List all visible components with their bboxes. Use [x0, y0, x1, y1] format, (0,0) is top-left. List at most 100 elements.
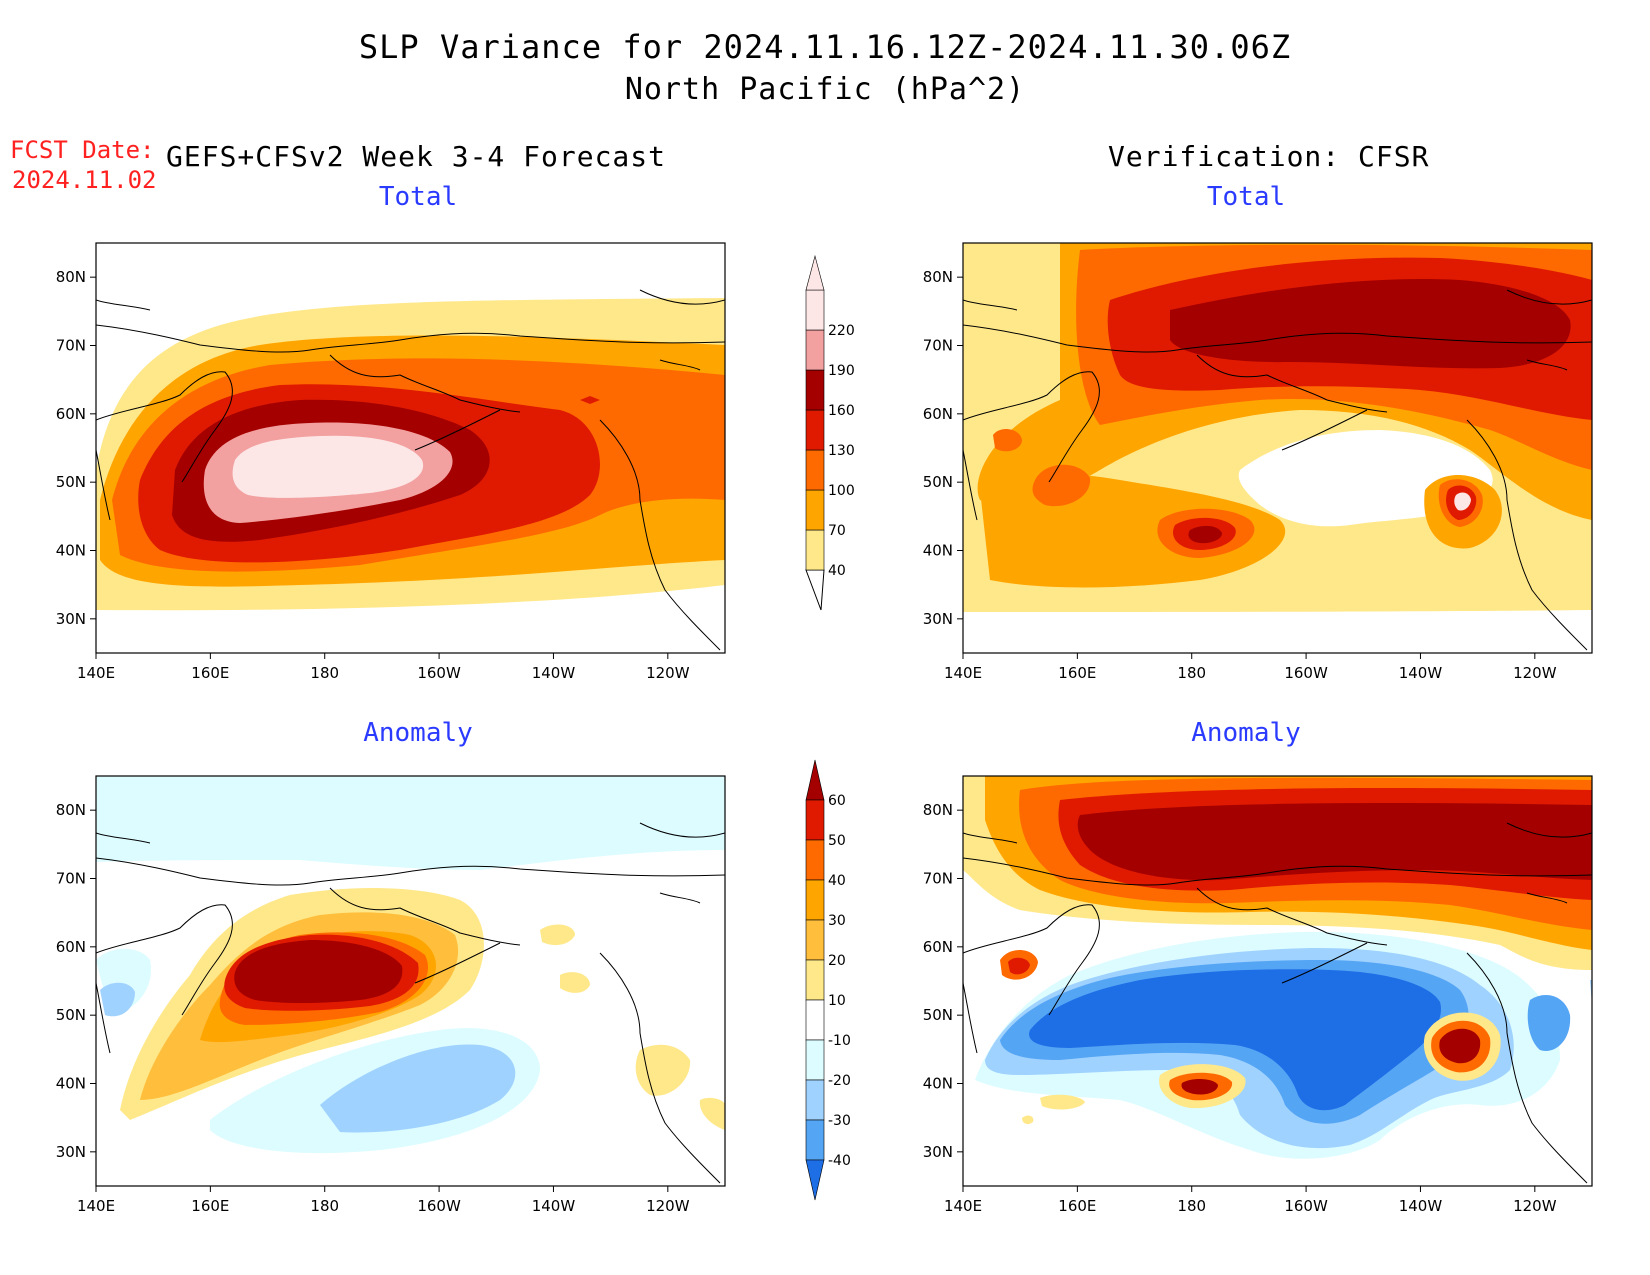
- verification-total-lat-tick-label: 80N: [923, 268, 953, 286]
- colorbar-anomaly-swatch: [805, 919, 825, 961]
- verification-total-lat-tick-label: 60N: [923, 405, 953, 423]
- coastlines: [963, 289, 1592, 651]
- verification-total-lon-tick-label: 160E: [1058, 664, 1096, 682]
- forecast-total-lon-tick-label: 160W: [417, 664, 461, 682]
- colorbar-anomaly-swatch: [805, 1119, 825, 1161]
- forecast-total-lat-tick-label: 60N: [56, 405, 86, 423]
- forecast-total-lon-tick-label: 140W: [532, 664, 576, 682]
- colorbar-anomaly-label: -40: [828, 1153, 851, 1169]
- colorbar-total-label: 130: [828, 443, 855, 459]
- verification-total-lon-tick-label: 140W: [1399, 664, 1443, 682]
- verification-anomaly-lat-tick-label: 50N: [923, 1006, 953, 1024]
- colorbar-anomaly-swatch: [805, 879, 825, 921]
- verification-total-lat-tick-label: 40N: [923, 542, 953, 560]
- forecast-anomaly-lat-tick-label: 60N: [56, 938, 86, 956]
- forecast-anomaly-lon-tick-label: 160W: [417, 1197, 461, 1215]
- forecast-total-field: [96, 289, 725, 651]
- colorbar-anomaly-swatch: [805, 799, 825, 841]
- verification-anomaly-lon-tick-label: 140W: [1399, 1197, 1443, 1215]
- verification-anomaly-lon-tick-label: 160W: [1284, 1197, 1328, 1215]
- colorbar-total-swatch: [805, 289, 825, 331]
- forecast-column-header: GEFS+CFSv2 Week 3-4 Forecast: [166, 140, 667, 173]
- colorbar-anomaly-over-triangle: [805, 759, 825, 801]
- colorbar-anomaly-label: 20: [828, 953, 846, 969]
- plot-title: SLP Variance for 2024.11.16.12Z-2024.11.…: [358, 28, 1292, 66]
- colorbar-anomaly-swatch: [805, 1079, 825, 1121]
- forecast-date-label: FCST Date:: [10, 136, 155, 164]
- colorbar-anomaly-swatch: [805, 1039, 825, 1081]
- colorbar-anomaly-label: 60: [828, 793, 846, 809]
- panel-title-forecast-total: Total: [378, 182, 458, 212]
- forecast-total-lon-tick-label: 160E: [191, 664, 229, 682]
- panel-title-verification-total: Total: [1206, 182, 1286, 212]
- colorbar-total-swatch: [805, 329, 825, 371]
- colorbar-total-swatch: [805, 529, 825, 571]
- colorbar-total-swatch: [805, 409, 825, 451]
- forecast-anomaly-lon-tick-label: 160E: [191, 1197, 229, 1215]
- colorbar-total-label: 100: [828, 483, 855, 499]
- verification-anomaly-lat-tick-label: 30N: [923, 1143, 953, 1161]
- panel-title-forecast-anomaly: Anomaly: [363, 718, 473, 748]
- verification-total-lon-tick-label: 120W: [1513, 664, 1557, 682]
- verification-anomaly-panel: [962, 775, 1593, 1187]
- verification-anomaly-field: [963, 776, 1592, 1184]
- colorbar-anomaly-label: -10: [828, 1033, 851, 1049]
- colorbar-anomaly-label: 40: [828, 873, 846, 889]
- panel-title-verification-anomaly: Anomaly: [1191, 718, 1301, 748]
- forecast-total-lat-tick-label: 30N: [56, 610, 86, 628]
- forecast-anomaly-lat-tick-label: 50N: [56, 1006, 86, 1024]
- forecast-total-lon-tick-label: 120W: [646, 664, 690, 682]
- colorbar-anomaly-swatch: [805, 839, 825, 881]
- verification-total-lon-tick-label: 180: [1177, 664, 1206, 682]
- colorbar-anomaly-label: -20: [828, 1073, 851, 1089]
- verification-total-lat-tick-label: 50N: [923, 473, 953, 491]
- colorbar-anomaly-label: -30: [828, 1113, 851, 1129]
- verification-anomaly-lon-tick-label: 140E: [944, 1197, 982, 1215]
- forecast-total-lat-tick-label: 80N: [56, 268, 86, 286]
- plot-subtitle: North Pacific (hPa^2): [624, 72, 1026, 107]
- verification-anomaly-lat-tick-label: 60N: [923, 938, 953, 956]
- forecast-anomaly-field: [96, 776, 725, 1184]
- verification-anomaly-lon-tick-label: 120W: [1513, 1197, 1557, 1215]
- coastlines: [963, 822, 1592, 1184]
- colorbar-total-over-triangle: [805, 254, 825, 291]
- forecast-total-lat-tick-label: 50N: [56, 473, 86, 491]
- colorbar-total-swatch: [805, 369, 825, 411]
- forecast-anomaly-lon-tick-label: 120W: [646, 1197, 690, 1215]
- forecast-anomaly-lon-tick-label: 140E: [77, 1197, 115, 1215]
- forecast-anomaly-lon-tick-label: 180: [310, 1197, 339, 1215]
- forecast-total-lon-tick-label: 140E: [77, 664, 115, 682]
- verification-anomaly-lat-tick-label: 80N: [923, 801, 953, 819]
- forecast-anomaly-lat-tick-label: 80N: [56, 801, 86, 819]
- verification-total-lon-tick-label: 140E: [944, 664, 982, 682]
- colorbar-anomaly-swatch: [805, 999, 825, 1041]
- colorbar-total-swatch: [805, 449, 825, 491]
- map-axes: 140E 160E 180 160W 140W 120W 80N 70N 60N 50N 40N 30…: [56, 268, 1557, 1215]
- coastlines: [96, 289, 725, 651]
- forecast-total-lat-tick-label: 40N: [56, 542, 86, 560]
- forecast-anomaly-panel: [95, 775, 726, 1187]
- colorbar-anomaly-swatch: [805, 959, 825, 1001]
- colorbar-anomaly: 60 50 40 30 20 10 -10 -20 -30 -40: [805, 759, 851, 1201]
- verification-total-panel: [962, 242, 1593, 654]
- colorbar-anomaly-label: 50: [828, 833, 846, 849]
- verification-total-field: [963, 243, 1592, 651]
- forecast-anomaly-lon-tick-label: 140W: [532, 1197, 576, 1215]
- colorbar-total-swatch: [805, 489, 825, 531]
- colorbar-total: 40 70 100 130 160 190 220: [805, 254, 855, 611]
- verification-total-lat-tick-label: 70N: [923, 337, 953, 355]
- coastlines: [96, 822, 725, 1184]
- verification-anomaly-lat-tick-label: 40N: [923, 1075, 953, 1093]
- colorbar-total-label: 220: [828, 323, 855, 339]
- verification-total-lon-tick-label: 160W: [1284, 664, 1328, 682]
- forecast-total-lat-tick-label: 70N: [56, 337, 86, 355]
- forecast-anomaly-lat-tick-label: 30N: [56, 1143, 86, 1161]
- forecast-total-panel: [95, 242, 726, 654]
- verification-total-lat-tick-label: 30N: [923, 610, 953, 628]
- colorbar-total-label: 190: [828, 363, 855, 379]
- colorbar-total-label: 160: [828, 403, 855, 419]
- forecast-date-value: 2024.11.02: [12, 166, 157, 194]
- colorbar-anomaly-under-triangle: [805, 1159, 825, 1201]
- colorbar-anomaly-label: 30: [828, 913, 846, 929]
- colorbar-total-label: 40: [828, 563, 846, 579]
